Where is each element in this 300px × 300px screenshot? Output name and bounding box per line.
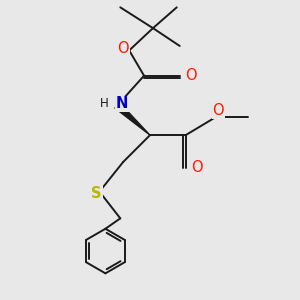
Text: O: O (212, 103, 224, 118)
Text: O: O (185, 68, 197, 83)
Text: O: O (191, 160, 203, 175)
Text: S: S (91, 186, 102, 201)
Text: O: O (117, 41, 129, 56)
Text: N: N (116, 96, 128, 111)
Polygon shape (115, 103, 150, 135)
Text: H: H (100, 98, 108, 110)
